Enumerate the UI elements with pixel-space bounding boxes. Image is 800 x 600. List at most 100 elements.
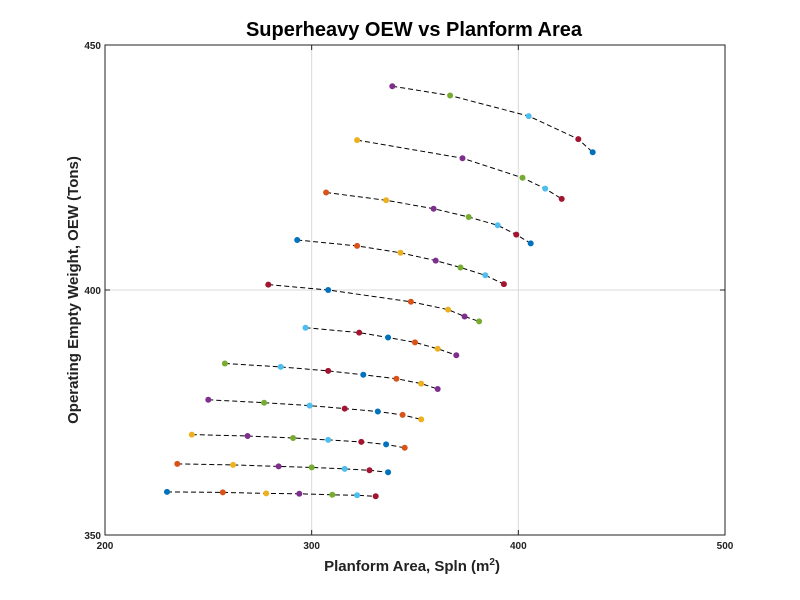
data-point (290, 435, 297, 441)
data-point (482, 272, 489, 279)
x-axis-label: Planform Area, Spln (m2) (324, 557, 500, 575)
chart-title: Superheavy OEW vs Planform Area (246, 19, 583, 41)
data-point (453, 352, 460, 359)
data-point (275, 463, 282, 470)
data-point (325, 367, 332, 374)
y-axis-label: Operating Empty Weight, OEW (Tons) (65, 156, 82, 424)
data-point (358, 438, 365, 445)
data-point (374, 408, 381, 415)
data-point (397, 249, 404, 256)
series-group (188, 431, 408, 451)
data-point (294, 237, 301, 243)
series-line (392, 85, 594, 153)
data-point (329, 491, 336, 498)
grid (105, 45, 725, 535)
series-group (174, 460, 392, 476)
data-point (457, 264, 464, 271)
data-series (164, 83, 596, 500)
data-point (230, 461, 237, 468)
data-point (164, 488, 170, 495)
data-point (277, 363, 284, 370)
axis-ticks: 200 300 400 500 350 400 450 (84, 41, 733, 552)
data-point (360, 371, 367, 378)
data-point (356, 329, 363, 336)
data-point (465, 214, 472, 220)
data-point (306, 402, 313, 409)
data-point (354, 137, 361, 144)
data-point (401, 444, 408, 451)
y-tick-label: 450 (84, 41, 101, 52)
data-point (527, 240, 534, 247)
data-point (513, 231, 520, 238)
series-group (205, 396, 425, 423)
x-axis-label-end: ) (495, 558, 500, 575)
series-line (208, 399, 422, 420)
series-line (177, 463, 389, 473)
series-group (294, 237, 507, 288)
x-tick-label: 400 (510, 541, 527, 552)
data-point (341, 465, 348, 472)
data-point (418, 380, 425, 387)
data-point (174, 460, 181, 467)
x-tick-label: 200 (97, 541, 114, 552)
series-line (305, 327, 457, 356)
data-point (589, 149, 596, 156)
data-point (221, 360, 228, 367)
data-point (354, 492, 361, 499)
data-point (385, 469, 392, 476)
data-point (542, 185, 549, 192)
x-tick-label: 500 (717, 541, 734, 552)
data-point (476, 318, 483, 325)
data-point (412, 339, 418, 346)
data-point (399, 411, 406, 418)
data-point (308, 464, 315, 471)
series-group (265, 281, 483, 325)
x-tick-label: 300 (303, 541, 320, 552)
data-point (432, 257, 439, 264)
series-group (221, 360, 441, 392)
data-point (494, 222, 501, 229)
x-axis-label-superscript: 2 (489, 557, 495, 568)
data-point (263, 490, 270, 497)
series-line (297, 239, 505, 285)
data-point (302, 324, 309, 331)
data-point (341, 405, 348, 412)
data-point (407, 298, 414, 305)
data-point (261, 399, 268, 406)
data-point (434, 345, 441, 352)
data-point (575, 136, 582, 143)
data-point (558, 195, 565, 202)
data-point (354, 242, 361, 249)
data-point (500, 281, 507, 288)
series-group (389, 83, 596, 156)
data-point (525, 113, 532, 120)
data-point (385, 334, 392, 341)
data-point (459, 155, 466, 162)
data-point (296, 490, 303, 497)
series-line (357, 139, 562, 200)
series-line (224, 363, 438, 390)
data-point (430, 205, 437, 212)
data-point (434, 386, 441, 392)
data-point (325, 287, 332, 293)
data-point (372, 493, 379, 500)
data-point (389, 83, 396, 90)
series-group (302, 324, 460, 359)
data-point (366, 467, 373, 474)
series-group (354, 137, 565, 202)
data-point (383, 197, 390, 204)
data-point (244, 433, 251, 439)
series-line (326, 192, 531, 244)
y-tick-label: 350 (84, 531, 101, 542)
data-point (519, 174, 526, 181)
series-group (164, 488, 379, 500)
series-line (166, 491, 376, 497)
data-point (323, 189, 330, 196)
data-point (188, 431, 195, 438)
data-point (445, 306, 452, 313)
data-point (205, 396, 212, 403)
data-point (461, 313, 468, 320)
data-point (418, 416, 425, 423)
series-group (323, 189, 534, 247)
